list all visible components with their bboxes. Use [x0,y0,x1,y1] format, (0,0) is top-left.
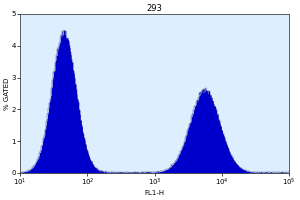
Y-axis label: % GATED: % GATED [4,77,10,110]
X-axis label: FL1-H: FL1-H [145,190,165,196]
Title: 293: 293 [147,4,163,13]
